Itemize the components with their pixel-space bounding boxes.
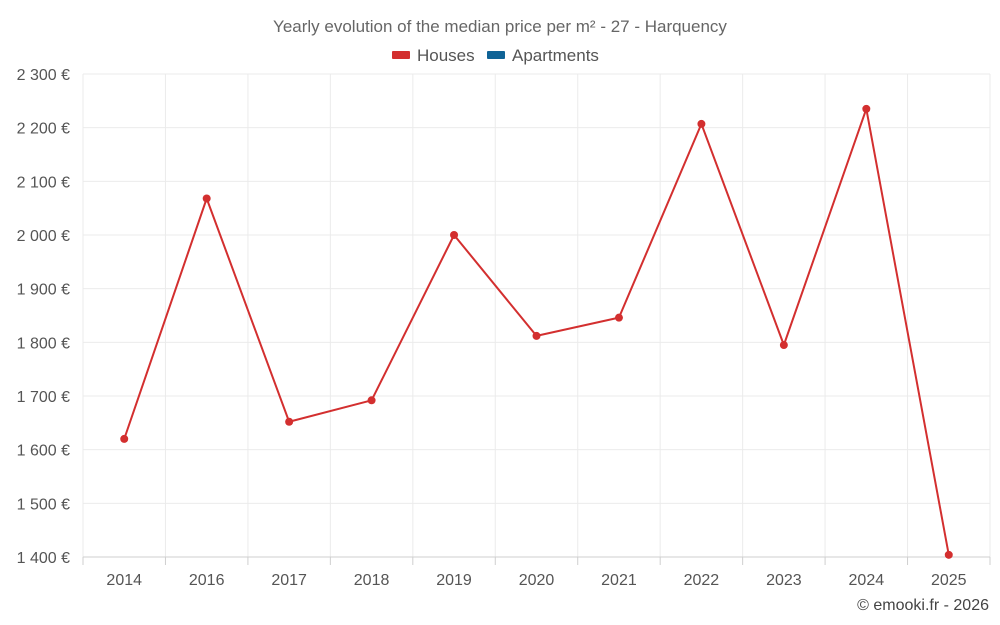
y-tick-label: 2 000 € (17, 228, 70, 245)
copyright-credit: © emooki.fr - 2026 (857, 597, 989, 614)
y-tick-label: 1 900 € (17, 282, 70, 299)
x-tick-label: 2024 (849, 572, 885, 589)
y-tick-label: 2 100 € (17, 174, 70, 191)
x-tick-label: 2019 (436, 572, 472, 589)
y-tick-label: 1 600 € (17, 443, 70, 460)
data-point-houses[interactable] (120, 434, 129, 443)
x-tick-label: 2022 (684, 572, 720, 589)
chart-legend: Houses Apartments (392, 46, 599, 65)
x-tick-label: 2014 (106, 572, 142, 589)
legend-swatch-apartments[interactable] (487, 51, 505, 59)
x-tick-label: 2017 (271, 572, 307, 589)
data-point-houses[interactable] (697, 119, 706, 128)
x-tick-label: 2021 (601, 572, 637, 589)
data-point-houses[interactable] (450, 231, 459, 239)
y-tick-label: 2 300 € (17, 67, 70, 84)
y-tick-label: 1 500 € (17, 496, 70, 513)
x-tick-label: 2020 (519, 572, 555, 589)
chart-title: Yearly evolution of the median price per… (273, 17, 727, 36)
data-point-houses[interactable] (285, 417, 294, 426)
x-tick-label: 2016 (189, 572, 225, 589)
series-group (120, 104, 953, 559)
y-tick-label: 1 400 € (17, 550, 70, 567)
y-axis: 1 400 € 1 500 € 1 600 € 1 700 € 1 800 € 1 900… (17, 67, 70, 567)
x-axis: 2014 2016 2017 2018 2019 2020 2021 2022 2023 2024… (82, 556, 991, 589)
x-tick-label: 2018 (354, 572, 390, 589)
data-point-houses[interactable] (944, 550, 953, 559)
y-tick-label: 2 200 € (17, 121, 70, 138)
legend-label-apartments[interactable]: Apartments (512, 46, 599, 65)
x-tick-label: 2025 (931, 572, 967, 589)
legend-label-houses[interactable]: Houses (417, 46, 475, 65)
y-tick-label: 1 800 € (17, 335, 70, 352)
data-point-houses[interactable] (202, 194, 211, 203)
data-point-houses[interactable] (779, 341, 788, 350)
x-tick-label: 2023 (766, 572, 802, 589)
y-tick-label: 1 700 € (17, 389, 70, 406)
legend-swatch-houses[interactable] (392, 51, 410, 59)
data-point-houses[interactable] (862, 104, 871, 113)
data-point-houses[interactable] (614, 313, 623, 322)
data-point-houses[interactable] (532, 331, 541, 340)
data-point-houses[interactable] (367, 396, 376, 405)
